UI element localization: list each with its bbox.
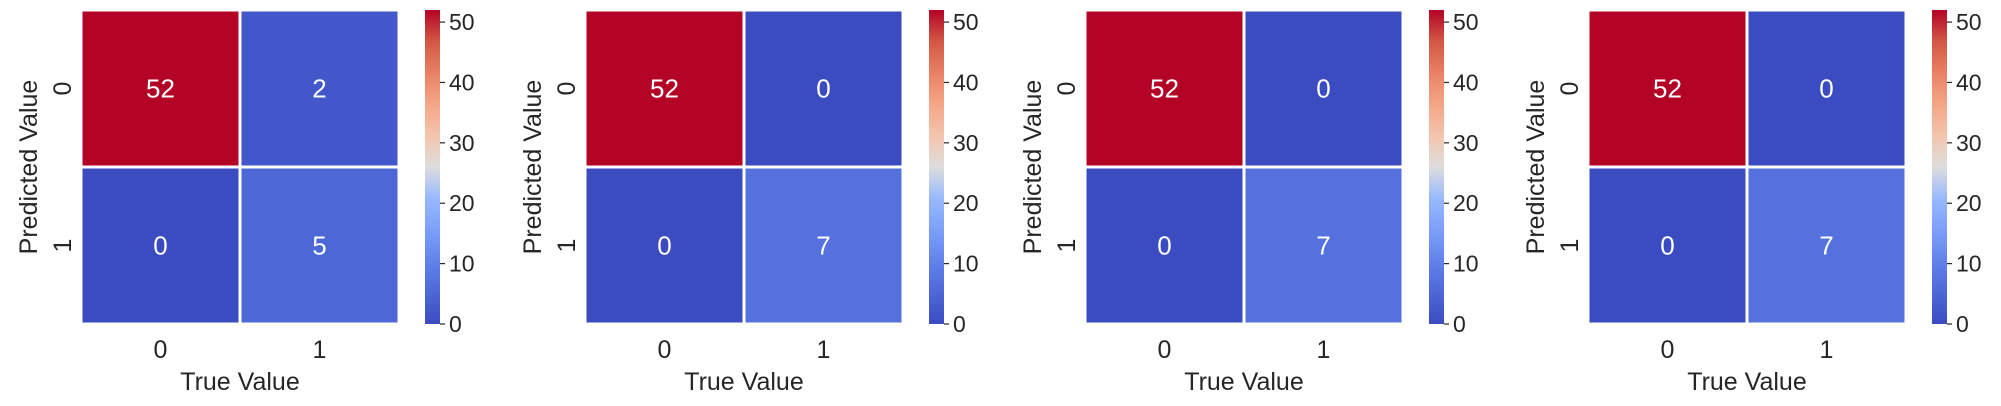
y-tick-label: 1 [1053, 239, 1081, 253]
colorbar [425, 10, 440, 324]
y-tick-label: 0 [49, 82, 77, 96]
x-axis-label: True Value [684, 368, 804, 396]
colorbar-tick-label: 20 [953, 190, 979, 216]
cell-value-label: 0 [1316, 74, 1330, 104]
colorbar-tick-label: 40 [1956, 69, 1982, 95]
heatmap-cell [1083, 165, 1246, 326]
x-tick-label: 0 [154, 336, 168, 364]
y-tick-label: 0 [1556, 82, 1584, 96]
cell-value-label: 0 [153, 231, 167, 261]
heatmap-cell [79, 165, 242, 326]
colorbar-tick-label: 30 [449, 130, 475, 156]
cell-value-label: 0 [1819, 74, 1833, 104]
heatmap-cell [79, 8, 242, 169]
colorbar-tick-label: 30 [1453, 130, 1479, 156]
heatmap-panel-2: 52 0 0 7 0 1 True Value 0 1 Predicted Value 0 10 20 3… [519, 8, 979, 396]
colorbar [1932, 10, 1947, 324]
colorbar-tick-label: 10 [1956, 251, 1982, 277]
heatmap-cell [583, 8, 746, 169]
x-axis-label: True Value [180, 368, 300, 396]
colorbar-tick-label: 0 [1453, 311, 1466, 337]
heatmap-cell [1745, 165, 1908, 326]
heatmap-cell [1745, 8, 1908, 169]
cell-value-label: 5 [312, 231, 326, 261]
cell-value-label: 52 [1150, 74, 1179, 104]
colorbar-tick-label: 0 [449, 311, 462, 337]
colorbar-tick-label: 40 [449, 69, 475, 95]
colorbar-tick-label: 10 [953, 251, 979, 277]
colorbar-tick-label: 30 [1956, 130, 1982, 156]
heatmap-panel-3: 52 0 0 7 0 1 True Value 0 1 Predicted Value 0 10 20 3… [1019, 8, 1479, 396]
x-axis-label: True Value [1687, 368, 1807, 396]
x-tick-label: 0 [658, 336, 672, 364]
colorbar-tick-label: 0 [1956, 311, 1969, 337]
cell-value-label: 2 [312, 74, 326, 104]
x-tick-label: 1 [1820, 336, 1834, 364]
colorbar-tick-label: 50 [1956, 9, 1982, 35]
colorbar [1429, 10, 1444, 324]
y-axis-label: Predicted Value [1522, 80, 1550, 255]
heatmap-cell [742, 165, 905, 326]
colorbar-tick-label: 20 [1453, 190, 1479, 216]
y-axis-label: Predicted Value [1019, 80, 1047, 255]
heatmap-cell [583, 165, 746, 326]
heatmap-cell [1242, 165, 1405, 326]
y-tick-label: 1 [1556, 239, 1584, 253]
heatmap-panel-4: 52 0 0 7 0 1 True Value 0 1 Predicted Value 0 10 20 3… [1522, 8, 1982, 396]
y-tick-label: 0 [1053, 82, 1081, 96]
y-axis-label: Predicted Value [15, 80, 43, 255]
colorbar [929, 10, 944, 324]
colorbar-tick-label: 0 [953, 311, 966, 337]
cell-value-label: 0 [1660, 231, 1674, 261]
colorbar-tick-label: 10 [449, 251, 475, 277]
colorbar-tick-label: 50 [953, 9, 979, 35]
cell-value-label: 52 [1653, 74, 1682, 104]
x-tick-label: 0 [1158, 336, 1172, 364]
y-tick-label: 1 [553, 239, 581, 253]
x-tick-label: 1 [313, 336, 327, 364]
heatmap-cell [1586, 8, 1749, 169]
heatmap-cell [742, 8, 905, 169]
colorbar-tick-label: 40 [1453, 69, 1479, 95]
colorbar-tick-label: 40 [953, 69, 979, 95]
cell-value-label: 0 [657, 231, 671, 261]
x-tick-label: 1 [1317, 336, 1331, 364]
heatmap-cell [1083, 8, 1246, 169]
colorbar-tick-label: 10 [1453, 251, 1479, 277]
cell-value-label: 7 [1316, 231, 1330, 261]
y-tick-label: 0 [553, 82, 581, 96]
heatmap-cell [1242, 8, 1405, 169]
heatmap-cell [238, 165, 401, 326]
colorbar-tick-label: 50 [449, 9, 475, 35]
cell-value-label: 0 [816, 74, 830, 104]
heatmap-cell [238, 8, 401, 169]
cell-value-label: 52 [650, 74, 679, 104]
cell-value-label: 0 [1157, 231, 1171, 261]
cell-value-label: 52 [146, 74, 175, 104]
x-tick-label: 1 [817, 336, 831, 364]
heatmap-cell [1586, 165, 1749, 326]
y-axis-label: Predicted Value [519, 80, 547, 255]
cell-value-label: 7 [816, 231, 830, 261]
colorbar-tick-label: 50 [1453, 9, 1479, 35]
x-axis-label: True Value [1184, 368, 1304, 396]
cell-value-label: 7 [1819, 231, 1833, 261]
x-tick-label: 0 [1661, 336, 1675, 364]
colorbar-tick-label: 30 [953, 130, 979, 156]
y-tick-label: 1 [49, 239, 77, 253]
colorbar-tick-label: 20 [1956, 190, 1982, 216]
colorbar-tick-label: 20 [449, 190, 475, 216]
